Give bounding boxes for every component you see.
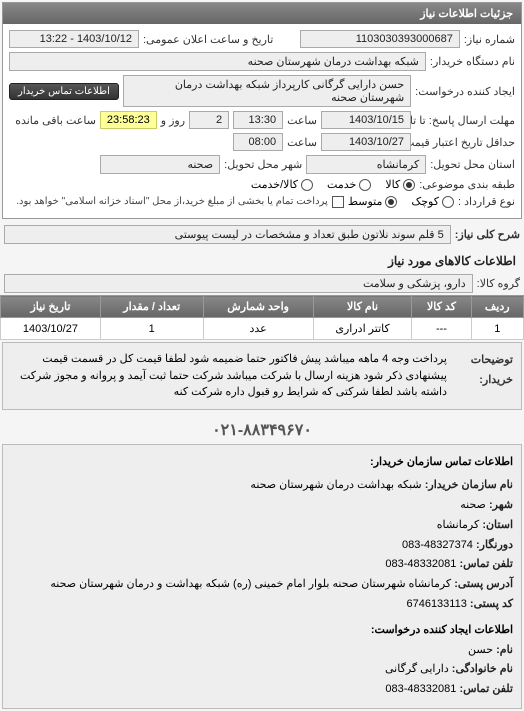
radio-service-icon	[359, 179, 371, 191]
radio-both[interactable]: کالا/خدمت	[251, 178, 313, 191]
deadline-response-date: 1403/10/15	[321, 111, 411, 129]
city-label: شهر:	[489, 499, 513, 511]
org-value: شبکه بهداشت درمان شهرستان صحنه	[250, 479, 421, 491]
province-value: کرمانشاه	[437, 519, 480, 531]
radio-service-label: خدمت	[327, 178, 356, 191]
contract-label: نوع قرارداد :	[458, 195, 515, 208]
postal-value: 6746133113	[406, 598, 466, 610]
name-value: حسن	[468, 644, 493, 656]
fax-label: دورنگار:	[476, 539, 513, 551]
td-0: 1	[471, 318, 523, 340]
radio-both-icon	[301, 179, 313, 191]
radio-service[interactable]: خدمت	[327, 178, 371, 191]
req-number: 1103030393000687	[300, 30, 460, 48]
th-0: ردیف	[471, 296, 523, 318]
buyer-contact-block: اطلاعات تماس سازمان خریدار: نام سازمان خ…	[2, 444, 522, 710]
city-value: صحنه	[460, 499, 486, 511]
panel-body: شماره نیاز: 1103030393000687 تاریخ و ساع…	[3, 24, 521, 218]
radio-both-label: کالا/خدمت	[251, 178, 298, 191]
th-3: واحد شمارش	[203, 296, 313, 318]
family-value: دارایی گرگانی	[385, 663, 449, 675]
days-left-label: روز و	[161, 114, 185, 127]
countdown: 23:58:23	[100, 111, 157, 129]
table-row[interactable]: 1 --- کاتتر ادراری عدد 1 1403/10/27	[1, 318, 524, 340]
th-2: نام کالا	[313, 296, 412, 318]
contact-title: اطلاعات تماس سازمان خریدار:	[11, 453, 513, 473]
deadline-price-time: 08:00	[233, 133, 283, 151]
panel-title: جزئیات اطلاعات نیاز	[3, 3, 521, 24]
contract-note: پرداخت تمام یا بخشی از مبلغ خرید،از محل …	[16, 196, 328, 207]
radio-medium-icon	[385, 196, 397, 208]
delivery-province: کرمانشاه	[306, 155, 426, 174]
req-number-label: شماره نیاز:	[464, 33, 515, 46]
radio-small-icon	[442, 196, 454, 208]
contact-buyer-button[interactable]: اطلاعات تماس خریدار	[9, 83, 119, 100]
td-4: 1	[100, 318, 203, 340]
delivery-province-label: استان محل تحویل:	[430, 158, 515, 171]
radio-medium[interactable]: متوسط	[348, 195, 398, 208]
countdown-label: ساعت باقی مانده	[15, 114, 96, 127]
creator-label: ایجاد کننده درخواست:	[415, 85, 515, 98]
subject-label: شرح کلی نیاز:	[455, 228, 520, 241]
postal-label: کد پستی:	[470, 598, 513, 610]
days-left: 2	[189, 111, 229, 129]
th-5: تاریخ نیاز	[1, 296, 101, 318]
address-label: آدرس پستی:	[454, 578, 513, 590]
org-label: نام سازمان خریدار:	[425, 479, 513, 491]
th-1: کد کالا	[412, 296, 471, 318]
seller-phone-block: ۰۲۱-۸۸۳۴۹۶۷۰	[4, 414, 520, 440]
td-3: عدد	[203, 318, 313, 340]
table-header-row: ردیف کد کالا نام کالا واحد شمارش تعداد /…	[1, 296, 524, 318]
type-radio-group: کالا خدمت کالا/خدمت	[251, 178, 415, 191]
deadline-response-time: 13:30	[233, 111, 283, 129]
buyer-org: شبکه بهداشت درمان شهرستان صحنه	[9, 52, 426, 71]
public-date: 1403/10/12 - 13:22	[9, 30, 139, 48]
th-4: تعداد / مقدار	[100, 296, 203, 318]
radio-goods[interactable]: کالا	[385, 178, 415, 191]
delivery-city-label: شهر محل تحویل:	[224, 158, 302, 171]
goods-info-title: اطلاعات کالاهای مورد نیاز	[2, 250, 522, 272]
public-date-label: تاریخ و ساعت اعلان عمومی:	[143, 33, 273, 46]
req-creator-title: اطلاعات ایجاد کننده درخواست:	[11, 621, 513, 641]
phone-label: تلفن تماس:	[459, 558, 513, 570]
treasury-checkbox[interactable]	[332, 196, 344, 208]
type-label: طبقه بندی موضوعی:	[419, 178, 515, 191]
td-2: کاتتر ادراری	[313, 318, 412, 340]
buyer-notes-block: توضیحات خریدار: پرداخت وجه 4 ماهه میباشد…	[2, 342, 522, 410]
td-1: ---	[412, 318, 471, 340]
group: دارو، پزشکی و سلامت	[4, 274, 473, 293]
notes-text: پرداخت وجه 4 ماهه میباشد پیش فاکتور حتما…	[11, 351, 447, 401]
delivery-city: صحنه	[100, 155, 220, 174]
family-label: نام خانوادگی:	[452, 663, 513, 675]
radio-small-label: کوچک	[411, 195, 439, 208]
radio-medium-label: متوسط	[348, 195, 383, 208]
buyer-org-label: نام دستگاه خریدار:	[430, 55, 515, 68]
subject: 5 قلم سوند نلاتون طبق تعداد و مشخصات در …	[4, 225, 451, 244]
name-label: نام:	[496, 644, 513, 656]
deadline-price-date: 1403/10/27	[321, 133, 411, 151]
fax-value: 48327374-083	[402, 539, 473, 551]
radio-goods-icon	[403, 179, 415, 191]
notes-label: توضیحات خریدار:	[453, 351, 513, 391]
time-label-1: ساعت	[287, 114, 317, 127]
seller-phone-value: ۰۲۱-۸۸۳۴۹۶۷۰	[212, 420, 312, 440]
group-label: گروه کالا:	[477, 277, 520, 290]
radio-goods-label: کالا	[385, 178, 400, 191]
phone2-value: 48332081-083	[385, 683, 456, 695]
address-value: کرمانشاه شهرستان صحنه بلوار امام خمینی (…	[50, 578, 451, 590]
province-label: استان:	[482, 519, 513, 531]
radio-small[interactable]: کوچک	[411, 195, 454, 208]
deadline-price-label: حداقل تاریخ اعتبار قیمت: تا تاریخ:	[415, 136, 515, 149]
td-5: 1403/10/27	[1, 318, 101, 340]
goods-table: ردیف کد کالا نام کالا واحد شمارش تعداد /…	[0, 295, 524, 340]
deadline-response-label: مهلت ارسال پاسخ: تا تاریخ:	[415, 114, 515, 127]
phone2-label: تلفن تماس:	[459, 683, 513, 695]
creator: حسن دارایی گرگانی کارپرداز شبکه بهداشت د…	[123, 75, 411, 107]
phone-value: 48332081-083	[385, 558, 456, 570]
main-panel: جزئیات اطلاعات نیاز شماره نیاز: 11030303…	[2, 2, 522, 219]
time-label-2: ساعت	[287, 136, 317, 149]
contract-radio-group: کوچک متوسط	[348, 195, 454, 208]
